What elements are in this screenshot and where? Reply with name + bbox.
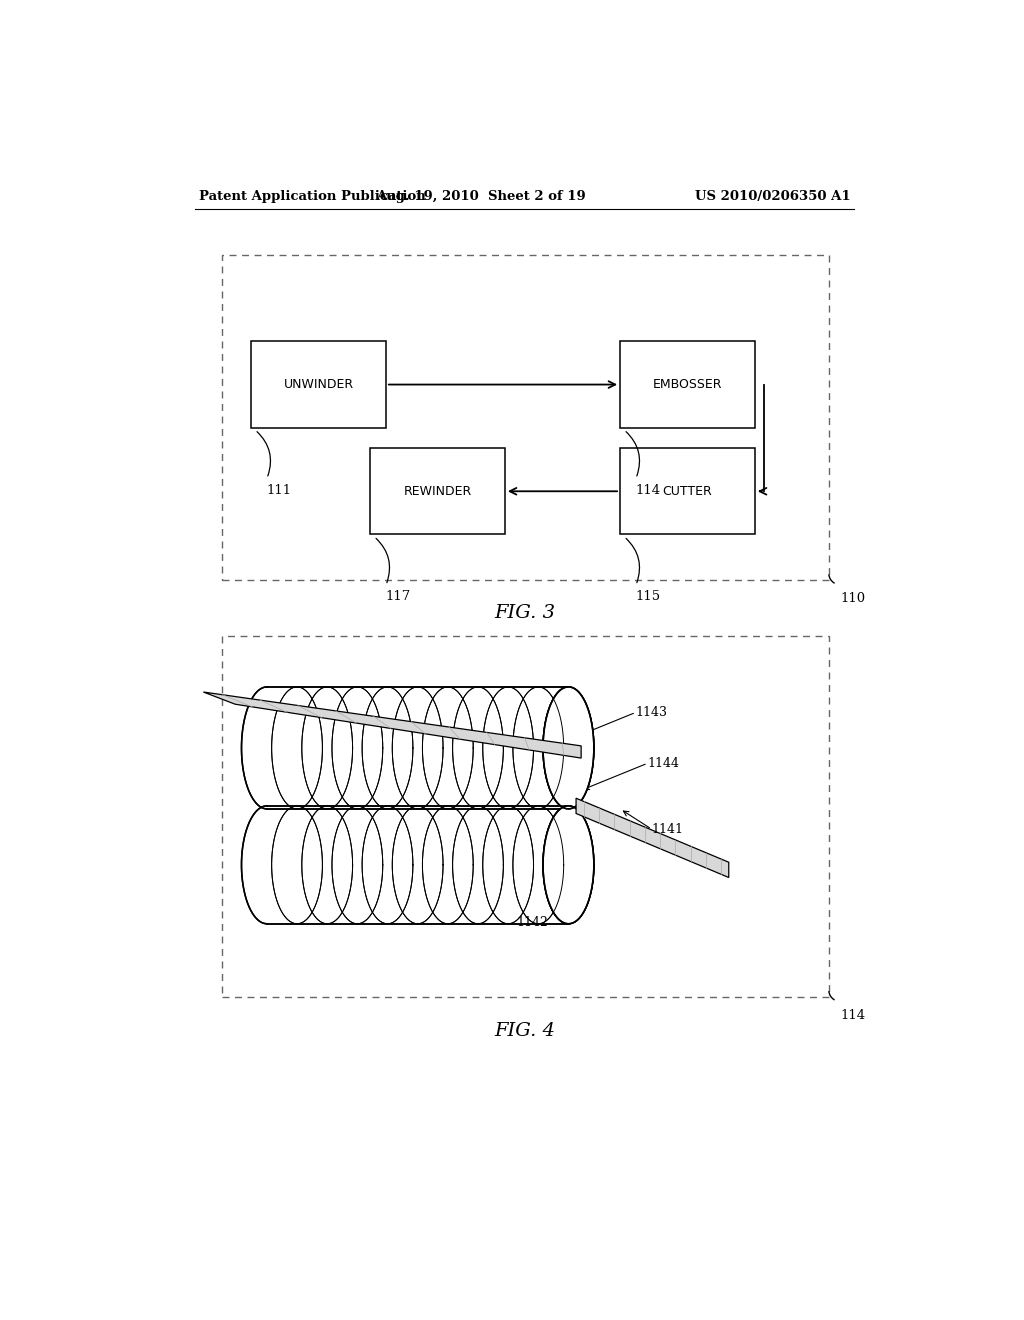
Bar [267, 686, 568, 809]
Ellipse shape [543, 686, 594, 809]
Text: US 2010/0206350 A1: US 2010/0206350 A1 [694, 190, 850, 202]
FancyBboxPatch shape [251, 342, 386, 428]
Ellipse shape [543, 686, 594, 809]
Text: UNWINDER: UNWINDER [284, 378, 353, 391]
Text: 1144: 1144 [648, 756, 680, 770]
Text: FIG. 3: FIG. 3 [495, 603, 555, 622]
Ellipse shape [543, 805, 594, 924]
Ellipse shape [543, 805, 594, 924]
Bar [267, 805, 568, 924]
FancyBboxPatch shape [221, 636, 828, 997]
Text: 111: 111 [267, 483, 292, 496]
Polygon shape [577, 799, 729, 878]
Text: 1142: 1142 [517, 916, 549, 929]
Polygon shape [204, 692, 582, 758]
Text: 114: 114 [841, 1008, 865, 1022]
Text: 114: 114 [636, 483, 662, 496]
Text: REWINDER: REWINDER [403, 484, 472, 498]
FancyBboxPatch shape [620, 342, 755, 428]
Text: 117: 117 [386, 590, 412, 603]
FancyBboxPatch shape [370, 447, 505, 535]
Text: CUTTER: CUTTER [663, 484, 713, 498]
Bar [267, 805, 568, 924]
Text: 115: 115 [636, 590, 662, 603]
Text: Aug. 19, 2010  Sheet 2 of 19: Aug. 19, 2010 Sheet 2 of 19 [376, 190, 586, 202]
Text: EMBOSSER: EMBOSSER [652, 378, 722, 391]
Text: 1143: 1143 [636, 706, 668, 719]
Text: Patent Application Publication: Patent Application Publication [200, 190, 426, 202]
FancyBboxPatch shape [221, 255, 828, 581]
Text: 1141: 1141 [652, 822, 684, 836]
FancyBboxPatch shape [620, 447, 755, 535]
Bar [267, 686, 568, 809]
Text: FIG. 4: FIG. 4 [495, 1022, 555, 1040]
Text: 110: 110 [841, 593, 865, 606]
